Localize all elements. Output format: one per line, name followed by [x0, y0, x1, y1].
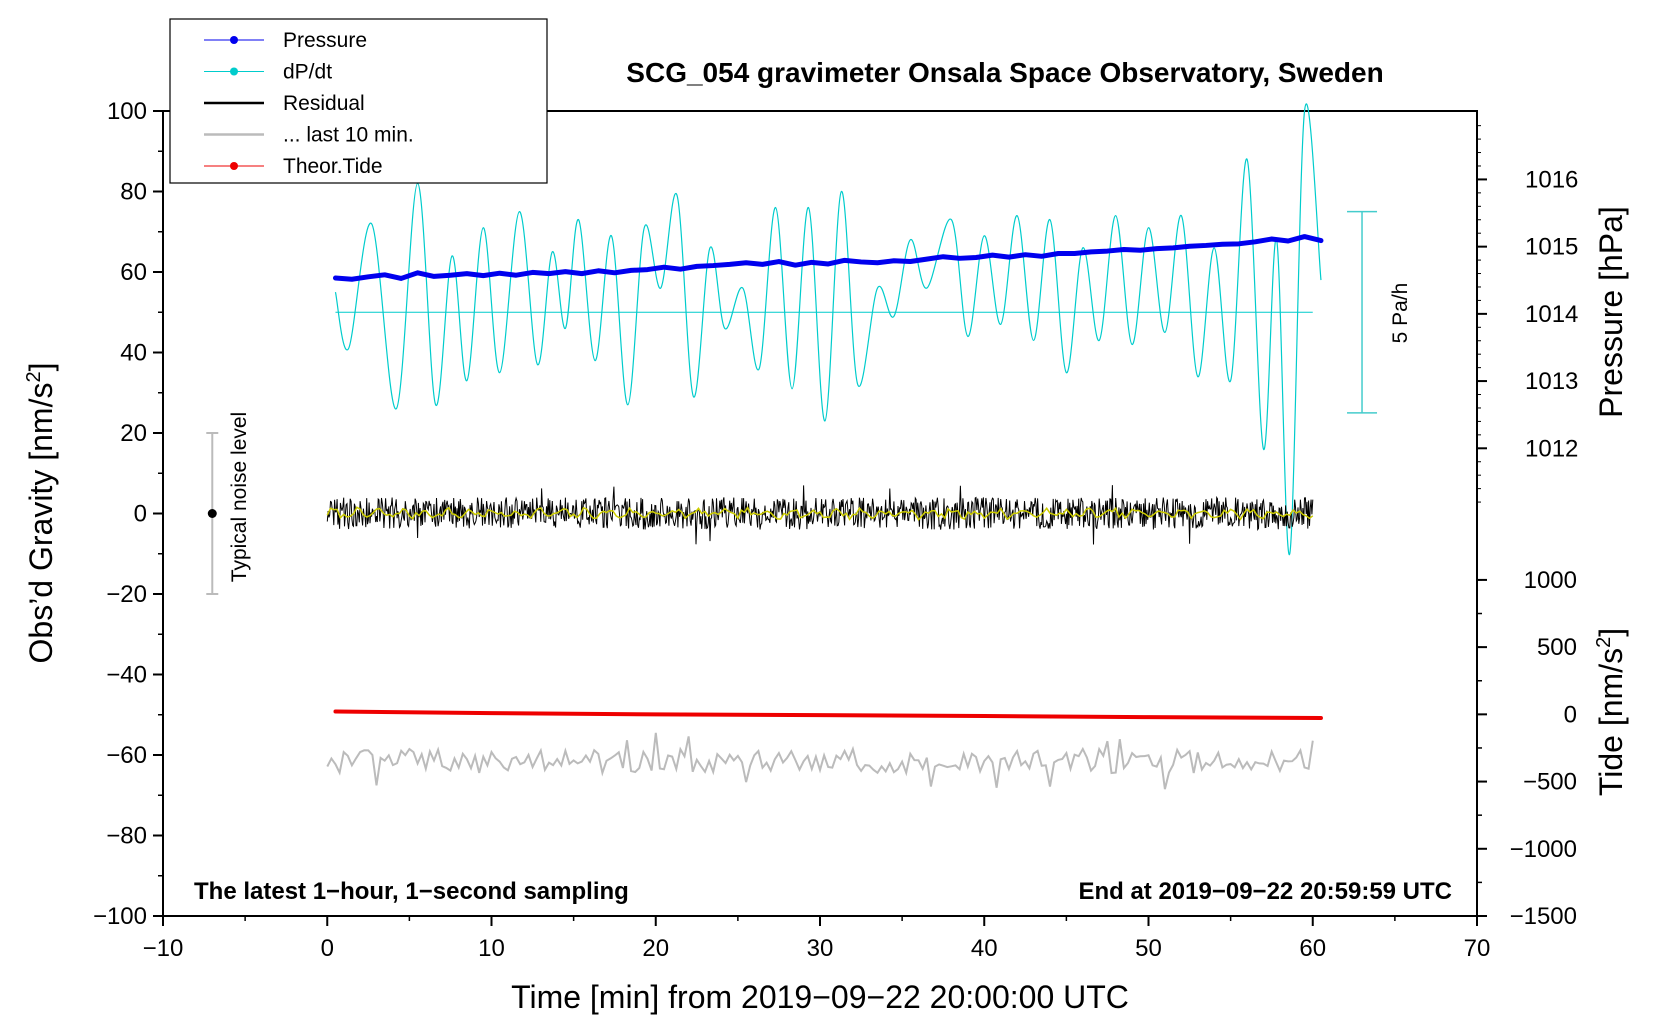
tide-axis-title: Tide [nm/s2] — [1593, 628, 1629, 796]
tide-axis-title-end: ] — [1593, 628, 1629, 637]
x-tick-label: 40 — [971, 935, 998, 962]
y-axis-title-end: ] — [23, 363, 59, 372]
footer-left-text: The latest 1−hour, 1−second sampling — [194, 878, 629, 905]
noise-center-dot — [207, 509, 217, 518]
y-axis-title-main: Obs’d Gravity [nm/s — [23, 383, 59, 664]
y-tick-label: 0 — [134, 501, 147, 528]
dpdt-line — [334, 103, 1322, 556]
y-tick-label: −80 — [106, 823, 147, 850]
legend-label: Pressure — [283, 29, 367, 52]
tide-axis-ticks: 1000 500 0 −500 −1000 −1500 — [1477, 567, 1577, 930]
tide-tick-label: 500 — [1537, 634, 1577, 661]
pressure-axis-title: Pressure [hPa] — [1593, 206, 1629, 418]
noise-label: Typical noise level — [228, 412, 251, 582]
legend-label: ... last 10 min. — [283, 124, 414, 147]
y-axis-title-sup: 2 — [23, 371, 45, 382]
y-axis-ticks: 100 80 60 40 20 0 −20 −40 −60 −80 −100 — [93, 98, 163, 930]
y-tick-label: −20 — [106, 581, 147, 608]
y-tick-label: 60 — [120, 259, 147, 286]
y-tick-label: 80 — [120, 179, 147, 206]
x-axis-ticks: −10 0 10 20 30 40 50 60 70 — [143, 916, 1491, 962]
x-tick-label: 20 — [642, 935, 669, 962]
x-tick-label: 0 — [321, 935, 334, 962]
legend-marker — [230, 36, 238, 44]
theor-tide-line — [333, 709, 1323, 720]
tide-tick-label: −500 — [1523, 769, 1577, 796]
tide-axis-title-main: Tide [nm/s — [1593, 648, 1629, 796]
footer-right-text: End at 2019−09−22 20:59:59 UTC — [1078, 878, 1452, 905]
rate-indicator — [1347, 210, 1378, 414]
residual-line — [326, 485, 1314, 545]
pressure-tick-label: 1012 — [1525, 435, 1578, 462]
legend-label: dP/dt — [283, 61, 332, 84]
pressure-tick-label: 1015 — [1525, 234, 1578, 261]
x-tick-label: 50 — [1135, 935, 1162, 962]
x-tick-label: 10 — [478, 935, 505, 962]
last10-line — [326, 732, 1314, 790]
x-tick-label: −10 — [143, 935, 184, 962]
tide-axis-title-sup: 2 — [1593, 637, 1615, 648]
tide-tick-label: 1000 — [1524, 567, 1577, 594]
tide-tick-label: 0 — [1564, 701, 1577, 728]
y-tick-label: 100 — [107, 98, 147, 125]
chart-title: SCG_054 gravimeter Onsala Space Observat… — [626, 57, 1383, 88]
legend-marker — [230, 162, 238, 170]
x-axis-title: Time [min] from 2019−09−22 20:00:00 UTC — [511, 979, 1129, 1015]
legend-marker — [230, 67, 238, 76]
series-layer — [326, 103, 1324, 790]
noise-indicator — [206, 432, 219, 595]
pressure-tick-label: 1013 — [1525, 368, 1578, 395]
rate-label: 5 Pa/h — [1389, 283, 1412, 344]
pressure-tick-label: 1016 — [1525, 166, 1578, 193]
x-tick-label: 60 — [1299, 935, 1326, 962]
legend-label: Residual — [283, 92, 365, 115]
pressure-axis-ticks: 1016 1015 1014 1013 1012 — [1477, 125, 1578, 503]
y-tick-label: −60 — [106, 742, 147, 769]
legend-box — [169, 18, 548, 184]
pressure-tick-label: 1014 — [1525, 301, 1578, 328]
pressure-line — [332, 234, 1324, 282]
x-tick-label: 30 — [807, 935, 834, 962]
residual-smoothed-line — [326, 506, 1314, 521]
y-tick-label: 40 — [120, 340, 147, 367]
y-tick-label: 20 — [120, 420, 147, 447]
tide-tick-label: −1000 — [1510, 836, 1577, 863]
y-tick-label: −100 — [93, 903, 147, 930]
legend: Pressure dP/dt Residual ... last 10 min. The… — [169, 18, 548, 184]
x-tick-label: 70 — [1464, 935, 1491, 962]
y-axis-title: Obs’d Gravity [nm/s2] — [23, 363, 59, 664]
legend-label: Theor.Tide — [283, 155, 383, 178]
tide-tick-label: −1500 — [1510, 903, 1577, 930]
y-tick-label: −40 — [106, 662, 147, 689]
